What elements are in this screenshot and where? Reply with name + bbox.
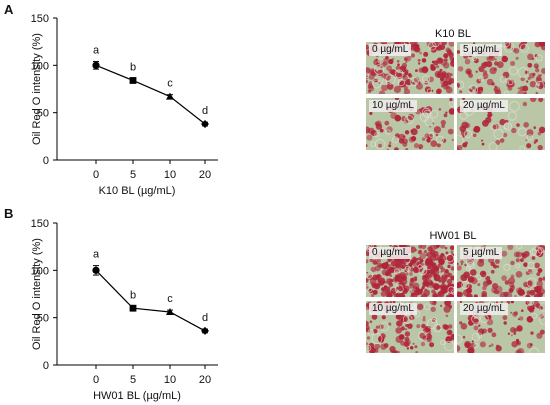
image-title-hw01: HW01 BL [429,230,477,242]
significance-label: d [202,105,208,117]
x-tick-label: 10 [164,374,176,386]
line-chart-hw01: 0 50 100 150 0 5 10 20 HW01 BL (µg/mL) Oil Red O … [31,218,218,402]
y-tick-label: 150 [31,13,49,25]
significance-label: c [167,293,173,305]
data-point [201,120,209,129]
micrograph-image: 20 µg/mL [457,301,545,353]
micrograph-texture [366,98,454,150]
significance-label: a [93,249,100,261]
line-chart-k10: 0 50 100 150 0 5 10 20 K10 BL (µg/mL) Oil Red O i… [31,13,218,197]
data-point [129,304,137,312]
data-point [92,61,100,69]
micrograph-image: 0 µg/mL [366,245,454,297]
y-tick-label: 150 [31,218,49,230]
micrograph-concentration-label: 5 µg/mL [460,44,503,56]
x-tick-label: 5 [130,169,136,181]
significance-label: c [167,78,173,90]
x-tick-label: 20 [199,374,211,386]
x-tick-label: 0 [93,169,99,181]
x-tick-label: 0 [93,374,99,386]
micrograph-image: 0 µg/mL [366,42,454,94]
micrograph-concentration-label: 5 µg/mL [460,247,503,259]
y-axis-label: Oil Red O intensity (%) [31,33,43,145]
image-title-k10: K10 BL [434,28,472,40]
y-tick-label: 0 [43,155,49,167]
y-tick-label: 50 [37,108,49,120]
significance-label: b [130,62,136,74]
micrograph-image: 5 µg/mL [457,245,545,297]
micrograph-image: 5 µg/mL [457,42,545,94]
x-axis-label: HW01 BL (µg/mL) [93,390,181,402]
y-axis-label: Oil Red O intensity (%) [31,238,43,350]
panel-letter-a: A [4,2,14,17]
data-point [166,307,174,315]
y-tick-label: 0 [43,360,49,372]
micrograph-concentration-label: 0 µg/mL [369,44,412,56]
x-tick-label: 20 [199,169,211,181]
micrograph-texture [457,42,545,94]
x-tick-label: 10 [164,169,176,181]
significance-label: a [93,45,100,57]
series-line [95,269,206,332]
data-point [201,326,209,335]
micrograph-image: 10 µg/mL [366,301,454,353]
micrograph-concentration-label: 10 µg/mL [369,303,417,315]
data-point [129,77,137,84]
significance-label: b [130,289,136,301]
panel-letter-b: B [4,206,14,221]
y-tick-label: 100 [31,265,49,277]
micrograph-concentration-label: 0 µg/mL [369,247,412,259]
micrograph-concentration-label: 20 µg/mL [460,303,508,315]
micrograph-image: 10 µg/mL [366,98,454,150]
x-axis-label: K10 BL (µg/mL) [99,185,176,197]
y-tick-label: 50 [37,313,49,325]
significance-label: d [202,312,208,324]
micrograph-image: 20 µg/mL [457,98,545,150]
micrograph-texture [457,301,545,353]
y-tick-label: 100 [31,60,49,72]
micrograph-concentration-label: 10 µg/mL [369,100,417,112]
data-point [166,92,174,100]
x-tick-label: 5 [130,374,136,386]
series-line [95,64,206,125]
micrograph-concentration-label: 20 µg/mL [460,100,508,112]
data-point [92,266,100,274]
